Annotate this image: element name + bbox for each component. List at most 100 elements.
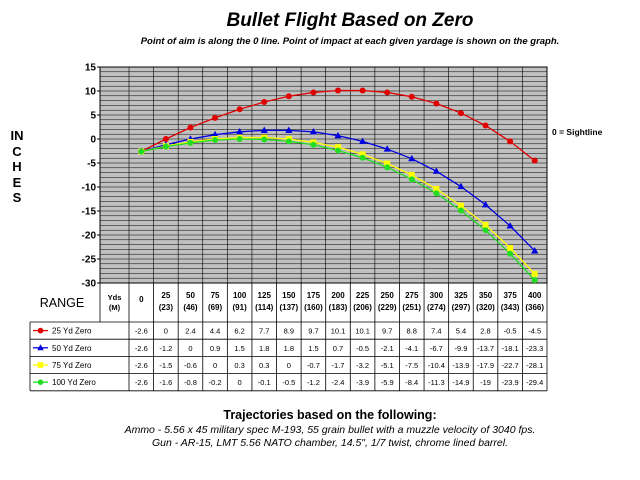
table-cell-value: -23.9: [502, 378, 519, 387]
series-point: [212, 114, 219, 121]
x-category-label: 225: [356, 291, 370, 300]
series-point: [457, 202, 464, 209]
sightline-annotation: 0 = Sightline: [552, 127, 603, 137]
series-point: [457, 207, 464, 214]
x-category-label: (23): [159, 303, 174, 312]
x-category-label: 125: [258, 291, 272, 300]
table-cell-value: -0.8: [184, 378, 197, 387]
series-point: [236, 128, 244, 135]
table-cell-value: -0.6: [184, 361, 197, 370]
series-point: [285, 138, 292, 145]
table-cell-value: -1.5: [159, 361, 172, 370]
series-point: [359, 87, 366, 94]
series-point: [187, 139, 194, 146]
table-cell-value: -5.1: [381, 361, 394, 370]
series-point: [384, 89, 391, 96]
table-cell-value: 2.4: [185, 327, 195, 336]
table-cell-value: 7.4: [431, 327, 441, 336]
series-point: [408, 172, 415, 178]
series-point: [162, 136, 169, 142]
table-cell-value: 1.8: [259, 344, 269, 353]
table-cell-value: -7.5: [405, 361, 418, 370]
table-cell-value: -0.7: [307, 361, 320, 370]
series-point: [334, 131, 342, 139]
table-cell-value: -8.4: [405, 378, 418, 387]
table-cell-value: 1.8: [284, 344, 294, 353]
y-tick-label: -15: [82, 207, 97, 218]
series-point: [261, 136, 268, 143]
x-category-label: 400: [528, 291, 542, 300]
table-cell-value: 5.4: [456, 327, 466, 336]
footer-gun-line: Gun - AR-15, LMT 5.56 NATO chamber, 14.5…: [151, 437, 508, 449]
table-cell-value: -14.9: [452, 378, 469, 387]
series-point: [310, 89, 317, 96]
table-cell-value: 0: [213, 361, 217, 370]
legend-key-marker: [37, 362, 44, 368]
table-cell-value: -3.9: [356, 378, 369, 387]
series-point: [408, 154, 416, 162]
table-cell-value: -22.7: [502, 361, 519, 370]
table-cell-value: -29.4: [526, 378, 543, 387]
x-category-label: (69): [208, 303, 223, 312]
x-axis-label: RANGE: [40, 296, 84, 310]
series-point: [507, 250, 514, 257]
table-cell-value: -0.2: [209, 378, 222, 387]
x-category-label: (91): [233, 303, 248, 312]
legend-entry-label: 25 Yd Zero: [52, 327, 92, 336]
table-cell-value: 6.2: [234, 327, 244, 336]
table-cell-value: -0.1: [258, 378, 271, 387]
table-cell-value: -11.3: [428, 378, 445, 387]
x-category-label: (251): [402, 303, 421, 312]
series-point: [457, 182, 465, 190]
table-cell-value: -6.7: [430, 344, 443, 353]
series-point: [309, 128, 318, 135]
y-tick-label: 5: [90, 111, 96, 122]
table-cell-value: 0: [287, 361, 291, 370]
table-cell-value: -9.9: [454, 344, 467, 353]
table-cell-value: -0.5: [282, 378, 295, 387]
series-point: [211, 130, 219, 138]
table-cell-value: 0: [188, 344, 192, 353]
table-cell-value: 9.7: [308, 327, 318, 336]
x-category-label: 150: [282, 291, 296, 300]
legend-entry-label: 75 Yd Zero: [52, 361, 92, 370]
y-tick-label: -5: [87, 159, 96, 170]
table-cell-value: -1.7: [332, 361, 345, 370]
series-point: [531, 277, 538, 284]
series-point: [359, 151, 366, 158]
x-category-label: (274): [427, 303, 446, 312]
y-tick-label: -10: [82, 183, 97, 194]
series-point: [384, 160, 391, 167]
x-category-label: (160): [304, 303, 323, 312]
series-point: [212, 136, 219, 143]
y-tick-label: -20: [82, 231, 97, 242]
table-cell-value: -0.5: [504, 327, 517, 336]
table-cell-value: -13.9: [452, 361, 469, 370]
series-point: [506, 222, 514, 229]
table-cell-value: -3.2: [356, 361, 369, 370]
series-point: [507, 244, 514, 251]
table-cell-value: -2.6: [135, 378, 148, 387]
x-category-label: (46): [183, 303, 198, 312]
series-point: [310, 141, 317, 148]
series-point: [335, 147, 341, 154]
series-point: [507, 138, 514, 145]
table-cell-value: -10.4: [428, 361, 445, 370]
plot-area: [99, 66, 548, 284]
x-category-label: (114): [255, 303, 274, 312]
x-category-label: 0: [139, 295, 144, 304]
table-cell-value: 0.3: [234, 361, 244, 370]
x-category-label: (297): [452, 303, 471, 312]
legend-key-marker: [37, 327, 44, 334]
legend-entry-label: 50 Yd Zero: [52, 344, 92, 353]
series-point: [482, 122, 489, 129]
footer-ammo-line: Ammo - 5.56 x 45 military spec M-193, 55…: [124, 424, 536, 436]
series-point: [383, 145, 391, 152]
table-cell-value: 8.9: [284, 327, 294, 336]
table-cell-value: -1.6: [159, 378, 172, 387]
table-cell-value: -2.6: [135, 327, 148, 336]
table-cell-value: 8.8: [407, 327, 417, 336]
x-category-label: 175: [307, 291, 321, 300]
x-category-label: 375: [503, 291, 517, 300]
x-category-label: (183): [329, 303, 348, 312]
